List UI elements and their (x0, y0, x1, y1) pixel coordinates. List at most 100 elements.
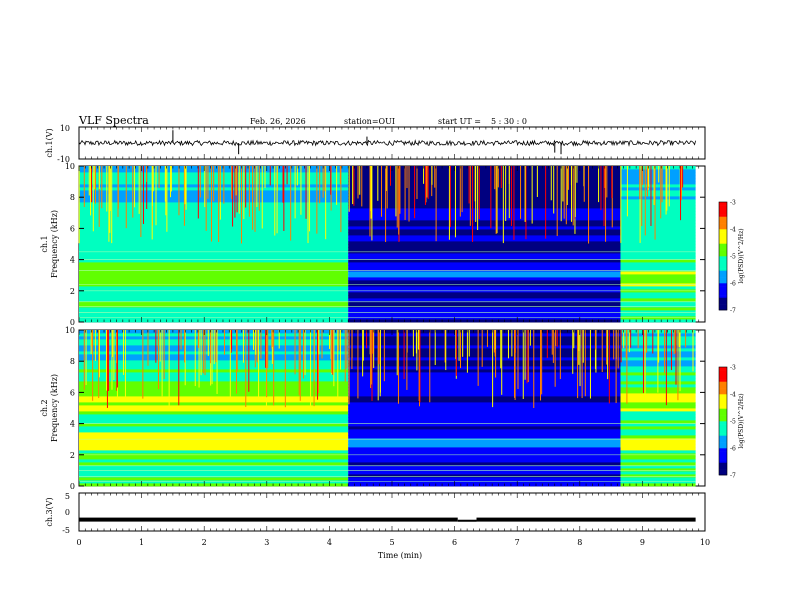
spec-cell (348, 354, 621, 358)
colorbar-cell (719, 377, 727, 380)
colorbar-cell (719, 448, 727, 451)
spec-cell (348, 411, 621, 415)
spec-cell (348, 184, 621, 188)
spec-cell (348, 226, 621, 230)
spec-cell (348, 217, 621, 221)
spec-cell (79, 468, 349, 472)
spec-cell (348, 229, 621, 233)
colorbar-tick: -6 (730, 446, 736, 453)
spec-cell (79, 483, 349, 487)
spec-cell (348, 408, 621, 412)
ytick-label: 6 (70, 388, 75, 397)
xtick-label: 10 (700, 538, 710, 547)
colorbar-cell (719, 383, 727, 386)
spec-cell (620, 393, 696, 397)
spec-cell (348, 459, 621, 463)
spec-cell (79, 426, 349, 430)
spec-cell (79, 280, 349, 284)
colorbar-cell (719, 455, 727, 458)
spec-cell (348, 396, 621, 400)
ch3-plot-frame (78, 492, 706, 532)
spec-cell (348, 259, 621, 263)
spec-cell (620, 214, 696, 218)
colorbar-cell (719, 295, 727, 298)
spec-cell (620, 471, 696, 475)
colorbar-cell (719, 239, 727, 242)
colorbar-cell (719, 290, 727, 293)
ytick-label: 4 (70, 256, 75, 265)
colorbar-cell (719, 397, 727, 400)
spec-cell (348, 426, 621, 430)
ytick-label: 8 (70, 357, 75, 366)
colorbar-cell (719, 227, 727, 230)
colorbar-cell (719, 292, 727, 295)
spec-cell (348, 268, 621, 272)
colorbar-cell (719, 209, 727, 212)
colorbar-cell (719, 449, 727, 452)
colorbar-cell (719, 203, 727, 206)
spec-cell (348, 366, 621, 370)
spec-cell (348, 483, 621, 487)
ch3-ytick-mid: 0 (65, 508, 70, 517)
spec-cell (620, 307, 696, 311)
spec-cell (620, 450, 696, 454)
figure-title: VLF Spectra (78, 114, 149, 127)
spec-cell (79, 366, 349, 370)
xtick-label: 3 (264, 538, 269, 547)
spec-cell (620, 444, 696, 448)
colorbar-cell (719, 248, 727, 251)
spec-cell (79, 265, 349, 269)
colorbar-cell (719, 388, 727, 391)
spec-cell (620, 193, 696, 197)
spec-cell (620, 274, 696, 278)
spec-cell (620, 462, 696, 466)
spec-cell (348, 166, 621, 170)
spec-cell (79, 474, 349, 478)
spec-cell (79, 429, 349, 433)
ytick-label: 8 (70, 193, 75, 202)
spec-cell (79, 253, 349, 257)
spec-cell (620, 232, 696, 236)
colorbar-cell (719, 225, 727, 228)
spec-cell (620, 441, 696, 445)
ytick-label: 10 (65, 326, 75, 335)
colorbar-cell (719, 421, 727, 424)
spec-cell (620, 175, 696, 179)
spec-cell (348, 202, 621, 206)
ch1-spec-yticks: 0 2 4 6 8 10 (65, 162, 705, 327)
colorbar-cell (719, 238, 727, 241)
spec-cell (348, 381, 621, 385)
spec-cell (620, 414, 696, 418)
spec-cell (348, 178, 621, 182)
spec-cell (79, 369, 349, 373)
spec-cell (620, 316, 696, 320)
spec-cell (348, 280, 621, 284)
spec-cell (348, 205, 621, 209)
colorbar-cell (719, 205, 727, 208)
spec-cell (620, 253, 696, 257)
colorbar-cell (719, 442, 727, 445)
colorbar-cell (719, 266, 727, 269)
colorbar-cell (719, 367, 727, 370)
colorbar-cell (719, 395, 727, 398)
colorbar-cell (719, 230, 727, 233)
spec-cell (620, 178, 696, 182)
colorbar-frame (718, 201, 728, 311)
xtick-label: 6 (452, 538, 457, 547)
spec-cell (348, 360, 621, 364)
colorbar-cell (719, 368, 727, 371)
colorbar-cell (719, 451, 727, 454)
spec-cell (620, 181, 696, 185)
colorbar-tick: -3 (730, 200, 736, 207)
spec-cell (79, 223, 349, 227)
spec-cell (79, 441, 349, 445)
colorbar-cell (719, 212, 727, 215)
spec-cell (348, 244, 621, 248)
spec-cell (348, 292, 621, 296)
colorbar-cell (719, 254, 727, 257)
colorbar-cell (719, 410, 727, 413)
ch1-waveform-line (78, 139, 696, 147)
ytick-label: 2 (70, 451, 75, 460)
spec-cell (79, 339, 349, 343)
